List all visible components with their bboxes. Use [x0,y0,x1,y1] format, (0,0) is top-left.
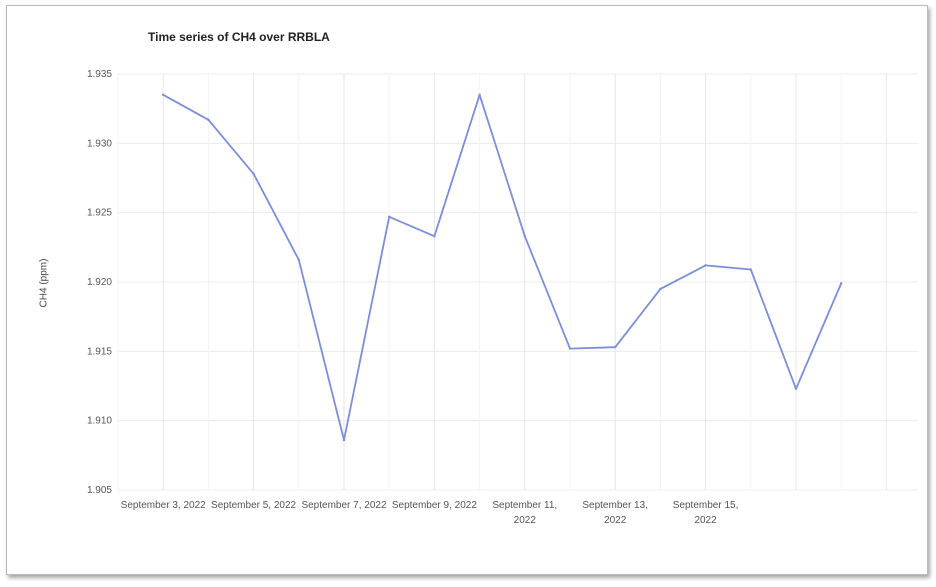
chart-title: Time series of CH4 over RRBLA [148,30,330,44]
data-point [297,258,300,262]
data-point [207,118,210,121]
data-point [342,438,346,442]
x-axis-ticks: September 3, 2022 September 5, 2022 Septem… [121,500,739,526]
data-point [161,93,165,97]
data-point [704,264,707,267]
y-tick-label: 1.915 [87,346,112,357]
data-point [794,387,798,390]
x-tick-label: September 7, 2022 [301,500,386,511]
data-point [523,235,526,238]
y-tick-label: 1.930 [87,138,112,149]
x-tick-label: September 11, 2022 [492,500,557,526]
data-point [839,282,843,285]
data-point [749,268,752,271]
x-tick-label: September 5, 2022 [211,500,296,511]
series-line [162,93,843,442]
y-tick-label: 1.925 [87,208,112,219]
data-point [433,235,436,238]
data-point [659,287,662,291]
chart-frame [6,5,928,575]
x-tick-label: September 3, 2022 [121,500,206,511]
data-point [613,345,617,349]
data-point [252,172,255,176]
series-layer [161,93,843,442]
grid-lines [117,73,918,491]
y-axis-ticks: 1.905 1.910 1.915 1.920 1.925 1.930 1.935 [87,69,112,496]
x-tick-label: September 13, 2022 [582,500,648,526]
y-tick-label: 1.910 [87,416,112,427]
y-tick-label: 1.920 [87,277,112,288]
x-tick-label: September 15, 2022 [673,500,739,526]
y-tick-label: 1.935 [87,69,112,80]
data-point [478,93,481,97]
data-point [568,347,572,350]
data-point [387,215,391,219]
x-tick-label: September 9, 2022 [392,500,477,511]
y-tick-label: 1.905 [87,485,112,496]
